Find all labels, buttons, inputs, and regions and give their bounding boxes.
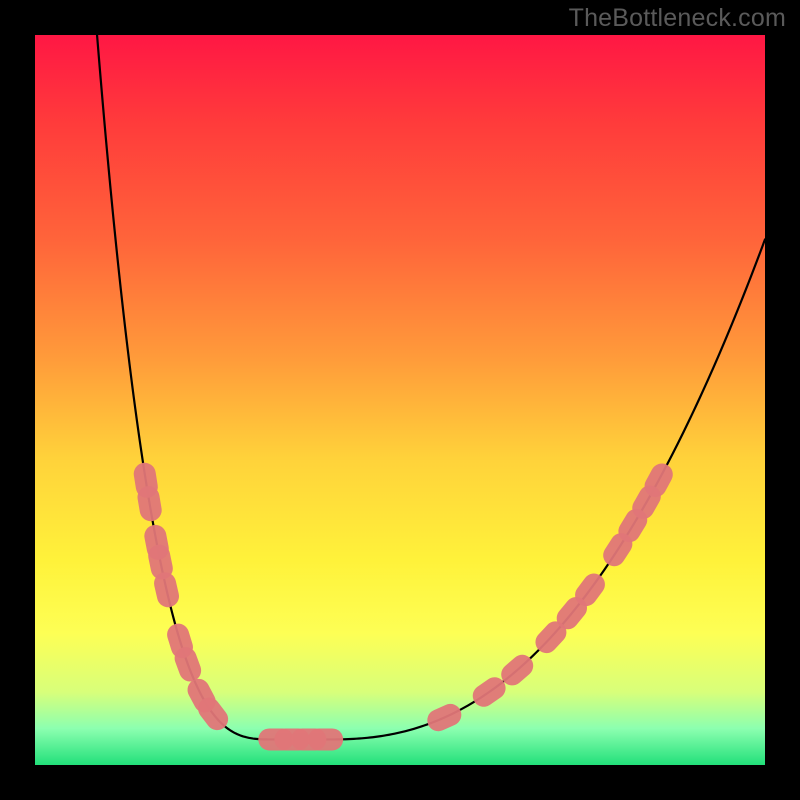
plot-background-gradient xyxy=(35,35,765,765)
chart-stage: TheBottleneck.com xyxy=(0,0,800,800)
watermark-text: TheBottleneck.com xyxy=(569,4,786,33)
marker-valley xyxy=(308,728,343,750)
bottleneck-v-chart xyxy=(0,0,800,800)
